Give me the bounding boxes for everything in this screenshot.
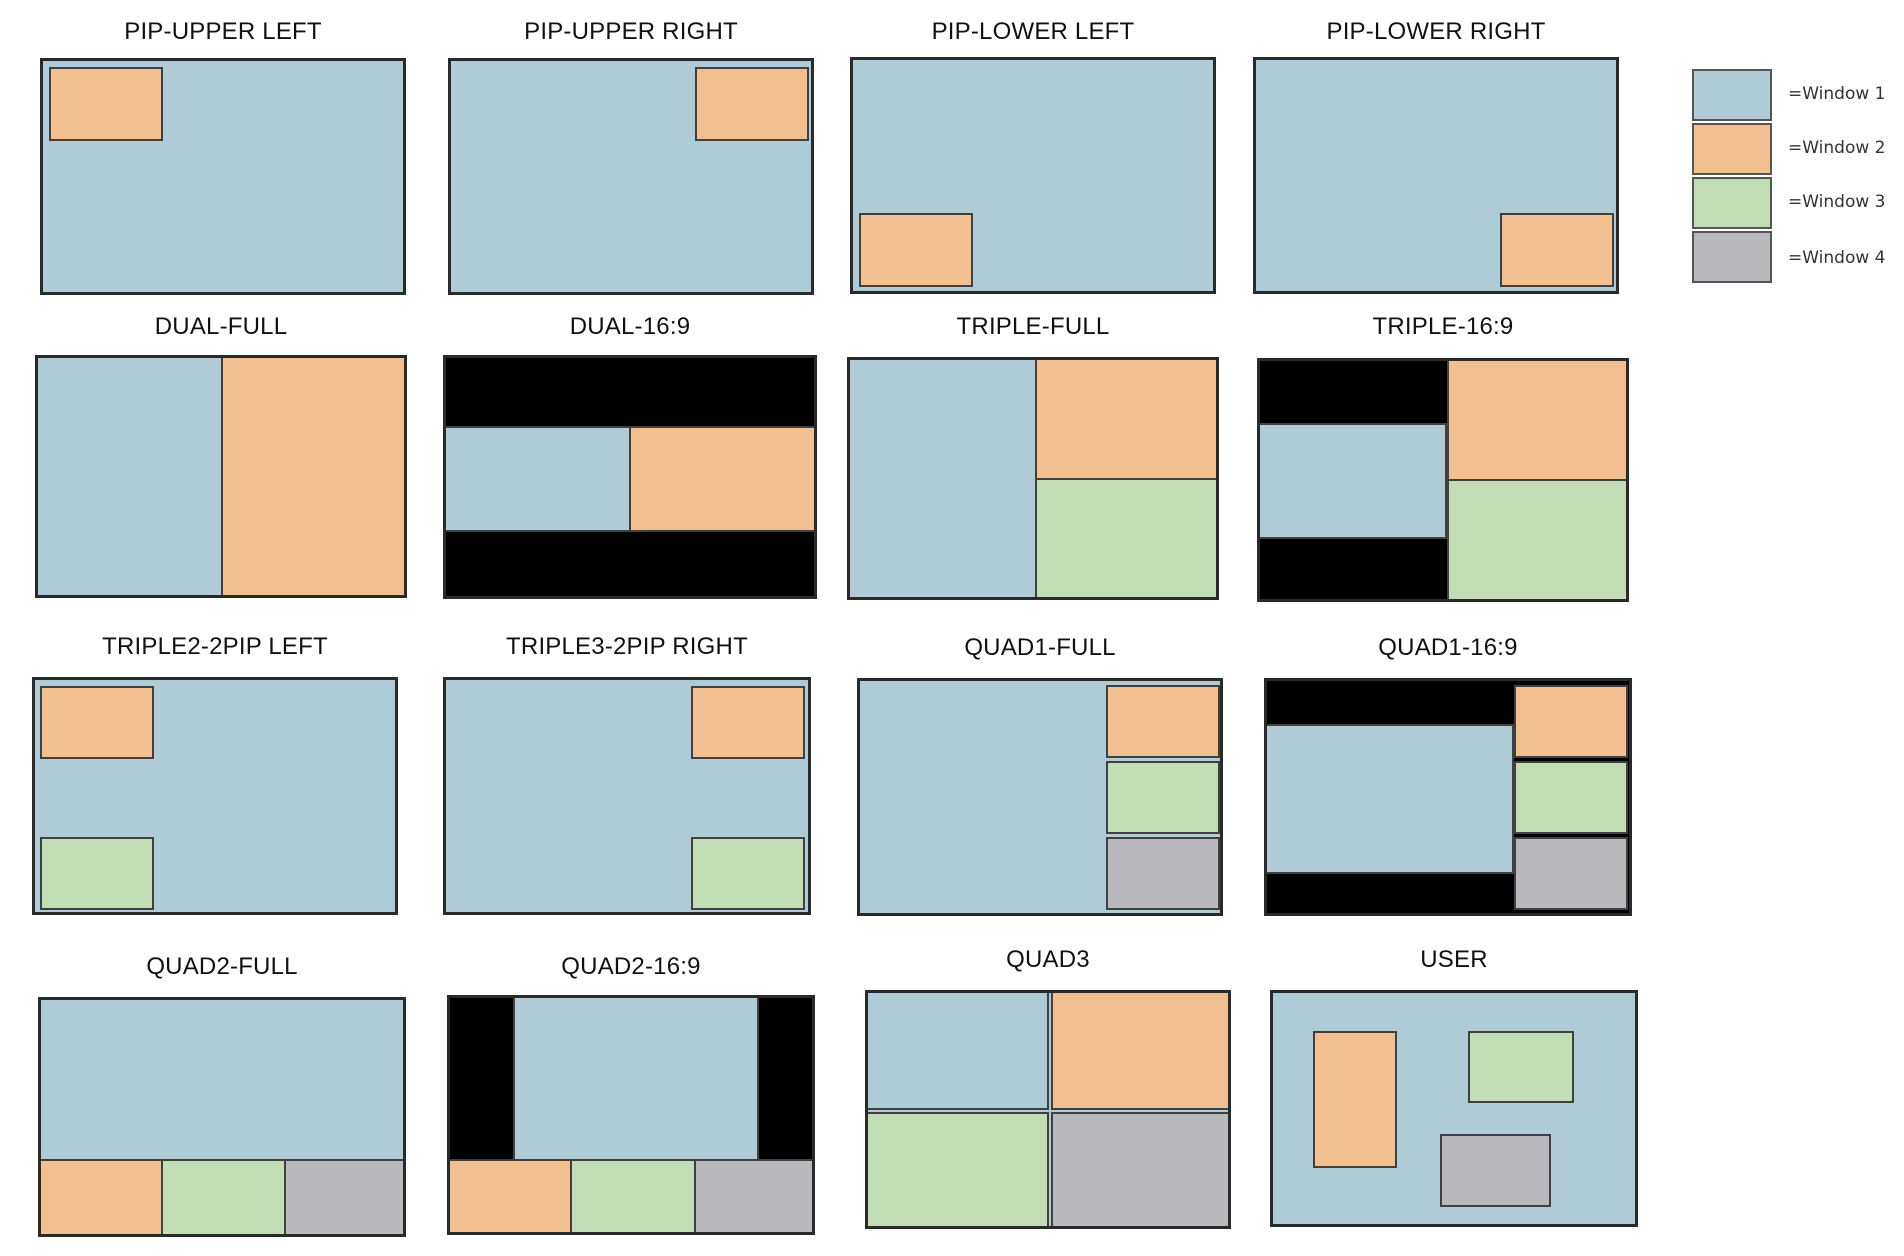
- window-2: [1313, 1031, 1397, 1168]
- window-4: [1051, 1112, 1228, 1226]
- title-triple3-2pip-right: TRIPLE3-2PIP RIGHT: [506, 633, 748, 660]
- window-2: [859, 213, 973, 287]
- window-2: [1514, 685, 1628, 758]
- window-3: [1037, 480, 1216, 597]
- legend-label-window-3: =Window 3: [1788, 192, 1886, 212]
- title-quad3: QUAD3: [1006, 946, 1090, 973]
- window-2: [1037, 360, 1216, 480]
- window-4: [1514, 837, 1628, 910]
- title-pip-upper-right: PIP-UPPER RIGHT: [524, 18, 738, 45]
- legend-swatch-window-1: [1692, 69, 1772, 121]
- title-triple-full: TRIPLE-FULL: [956, 313, 1110, 340]
- window-2: [631, 426, 814, 532]
- window-2: [1500, 213, 1614, 287]
- window-4: [696, 1159, 812, 1232]
- title-dual-16-9: DUAL-16:9: [569, 313, 691, 340]
- layout-dual-full: [35, 355, 407, 598]
- title-quad1-16-9: QUAD1-16:9: [1378, 634, 1518, 661]
- window-3: [1514, 761, 1628, 834]
- layout-quad1-16-9: [1264, 678, 1632, 916]
- window-1: [446, 426, 631, 532]
- window-1: [868, 993, 1049, 1110]
- legend-label-window-4: =Window 4: [1788, 248, 1886, 268]
- window-3: [1447, 481, 1626, 599]
- window-1: [850, 360, 1037, 597]
- window-2: [691, 686, 805, 759]
- window-3: [691, 837, 805, 910]
- layout-pip-upper-right: [448, 58, 814, 295]
- layout-quad2-16-9: [447, 995, 815, 1235]
- title-quad2-full: QUAD2-FULL: [146, 953, 298, 980]
- layout-quad2-full: [38, 997, 406, 1237]
- window-2: [41, 1159, 163, 1234]
- title-quad1-full: QUAD1-FULL: [964, 634, 1116, 661]
- legend-label-window-2: =Window 2: [1788, 138, 1886, 158]
- window-2: [450, 1159, 572, 1232]
- window-4: [1106, 837, 1220, 910]
- window-4: [286, 1159, 403, 1234]
- window-1: [1267, 724, 1514, 874]
- layout-pip-lower-left: [850, 57, 1216, 294]
- title-triple2-2pip-left: TRIPLE2-2PIP LEFT: [102, 633, 328, 660]
- legend-swatch-window-2: [1692, 123, 1772, 175]
- layout-triple-full: [847, 357, 1219, 600]
- layout-quad3: [865, 990, 1231, 1229]
- title-pip-upper-left: PIP-UPPER LEFT: [124, 18, 322, 45]
- title-user: USER: [1420, 946, 1488, 973]
- window-1: [1260, 423, 1447, 539]
- window-2: [223, 358, 404, 595]
- layout-quad1-full: [857, 678, 1223, 916]
- legend-swatch-window-4: [1692, 231, 1772, 283]
- window-4: [1440, 1134, 1551, 1207]
- title-pip-lower-left: PIP-LOWER LEFT: [931, 18, 1135, 45]
- layout-user: [1270, 990, 1638, 1227]
- layout-dual-16-9: [443, 355, 817, 599]
- layout-pip-upper-left: [40, 58, 406, 295]
- window-1: [513, 998, 759, 1159]
- layout-triple-16-9: [1257, 358, 1629, 602]
- title-triple-16-9: TRIPLE-16:9: [1372, 313, 1514, 340]
- title-pip-lower-right: PIP-LOWER RIGHT: [1326, 18, 1546, 45]
- layout-triple3-2pip-right: [443, 677, 811, 915]
- window-3: [1106, 761, 1220, 834]
- title-quad2-16-9: QUAD2-16:9: [561, 953, 701, 980]
- window-2: [49, 67, 163, 141]
- legend-label-window-1: =Window 1: [1788, 84, 1886, 104]
- window-1: [38, 358, 223, 595]
- window-2: [40, 686, 154, 759]
- layout-pip-lower-right: [1253, 57, 1619, 294]
- window-2: [1106, 685, 1220, 758]
- window-2: [1447, 361, 1626, 481]
- window-3: [40, 837, 154, 910]
- window-3: [163, 1159, 286, 1234]
- window-3: [572, 1159, 696, 1232]
- window-3: [868, 1112, 1049, 1226]
- window-3: [1468, 1031, 1574, 1103]
- window-2: [695, 67, 809, 141]
- layout-triple2-2pip-left: [32, 677, 398, 915]
- title-dual-full: DUAL-FULL: [154, 313, 288, 340]
- window-2: [1051, 993, 1228, 1110]
- legend-swatch-window-3: [1692, 177, 1772, 229]
